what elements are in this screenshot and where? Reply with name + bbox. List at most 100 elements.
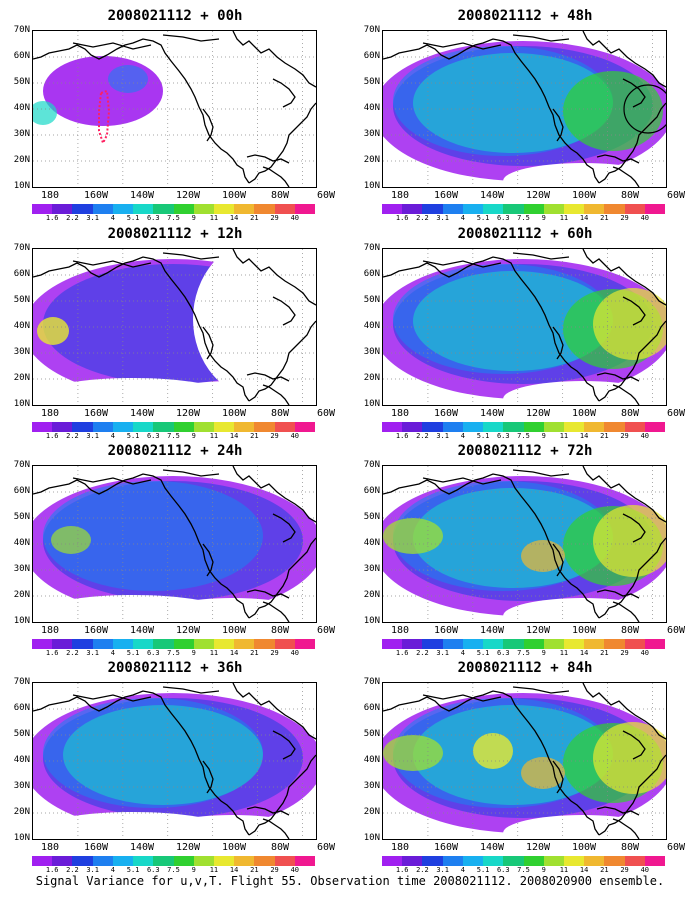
latitude-label: 30N	[13, 781, 30, 791]
colorbar-label: 29	[270, 432, 279, 440]
colorbar-swatch	[523, 204, 544, 214]
colorbar-swatch	[584, 856, 605, 866]
coastline	[422, 694, 502, 702]
coastline	[512, 686, 570, 694]
colorbar-swatch	[402, 856, 423, 866]
longitude-label: 80W	[620, 842, 640, 853]
longitude-label: 160W	[433, 625, 459, 636]
longitude-label: 160W	[83, 842, 109, 853]
variance-contour	[383, 735, 443, 771]
colorbar-swatch	[234, 204, 255, 214]
colorbar-label: 21	[600, 866, 609, 874]
variance-contour	[63, 705, 263, 805]
coastline	[552, 760, 564, 794]
coastline	[248, 537, 316, 619]
colorbar-swatch	[153, 856, 174, 866]
colorbar-swatch	[402, 422, 423, 432]
coastline	[248, 754, 316, 836]
colorbar-swatch	[644, 639, 666, 649]
colorbar-label: 21	[600, 214, 609, 222]
colorbar-swatch	[604, 422, 625, 432]
longitude-label: 140W	[479, 842, 505, 853]
latitude-label: 70N	[13, 677, 30, 687]
coastline	[72, 42, 152, 50]
latitude-label: 40N	[363, 755, 380, 765]
colorbar-swatch	[92, 856, 113, 866]
colorbar-label: 9	[191, 649, 196, 657]
colorbar-swatch	[382, 422, 403, 432]
coastline	[612, 384, 640, 405]
colorbar-swatch	[422, 422, 443, 432]
colorbar	[32, 422, 316, 432]
colorbar-label: 3.1	[436, 866, 449, 874]
colorbar-label: 29	[270, 214, 279, 222]
longitude-label: 120W	[175, 408, 201, 419]
latitude-label: 50N	[363, 295, 380, 305]
colorbar-swatch	[624, 422, 645, 432]
longitude-label: 80W	[620, 408, 640, 419]
colorbar-label: 5.1	[126, 866, 140, 874]
colorbar-label: 6.3	[496, 432, 510, 440]
colorbar-label: 14	[229, 866, 239, 874]
coastline	[622, 296, 646, 326]
latitude-label: 10N	[363, 616, 380, 626]
colorbar-label: 40	[290, 649, 299, 657]
colorbar-label: 6.3	[496, 649, 510, 657]
longitude-label: 180	[40, 408, 60, 419]
longitude-label: 60W	[666, 408, 686, 419]
colorbar-label: 7.5	[167, 649, 180, 657]
colorbar-swatch	[254, 856, 275, 866]
map-canvas	[33, 466, 316, 622]
colorbar-swatch	[153, 422, 174, 432]
colorbar-swatch	[523, 639, 544, 649]
coastline	[72, 477, 152, 485]
colorbar-swatch	[624, 856, 645, 866]
colorbar-label: 11	[559, 649, 569, 657]
colorbar-swatch	[294, 639, 316, 649]
colorbar-swatch	[52, 856, 73, 866]
longitude-label: 140W	[129, 190, 155, 201]
longitude-label: 100W	[571, 190, 597, 201]
colorbar-swatch	[92, 639, 113, 649]
latitude-label: 50N	[13, 295, 30, 305]
colorbar-swatch	[234, 422, 255, 432]
variance-contour	[43, 481, 263, 591]
colorbar-swatch	[72, 422, 93, 432]
colorbar-label: 29	[620, 866, 629, 874]
colorbar-swatch	[234, 856, 255, 866]
colorbar	[382, 204, 666, 214]
latitude-label: 40N	[13, 321, 30, 331]
coastline	[262, 166, 290, 187]
low-variance-region	[193, 249, 316, 399]
coastline	[162, 686, 220, 694]
coastline	[33, 38, 250, 184]
longitude-label: 60W	[666, 625, 686, 636]
colorbar-label: 40	[290, 432, 299, 440]
map-canvas	[33, 683, 316, 839]
latitude-label: 40N	[13, 538, 30, 548]
colorbar-label: 21	[250, 432, 259, 440]
colorbar	[382, 422, 666, 432]
colorbar-label: 6.3	[146, 866, 160, 874]
coastline	[246, 154, 290, 164]
colorbar-swatch	[442, 422, 463, 432]
map-panel: 2008021112 + 00h 70N 60N 50N 40N 30N 20N 10N 180…	[0, 8, 350, 226]
variance-contour	[51, 526, 91, 554]
coastline	[246, 372, 290, 382]
variance-map	[382, 30, 667, 188]
colorbar-swatch	[133, 639, 154, 649]
colorbar-label: 1.6	[45, 649, 59, 657]
colorbar-label: 40	[640, 866, 649, 874]
colorbar-swatch	[624, 639, 645, 649]
colorbar-label: 11	[209, 649, 219, 657]
colorbar-swatch	[503, 856, 524, 866]
colorbar-label: 7.5	[517, 432, 530, 440]
latitude-label: 70N	[363, 243, 380, 253]
colorbar-swatch	[254, 204, 275, 214]
longitude-label: 180	[40, 625, 60, 636]
colorbar-swatch	[483, 639, 504, 649]
longitude-label: 180	[40, 842, 60, 853]
coastline	[202, 108, 214, 142]
coastline	[552, 326, 564, 360]
colorbar-swatch	[523, 856, 544, 866]
